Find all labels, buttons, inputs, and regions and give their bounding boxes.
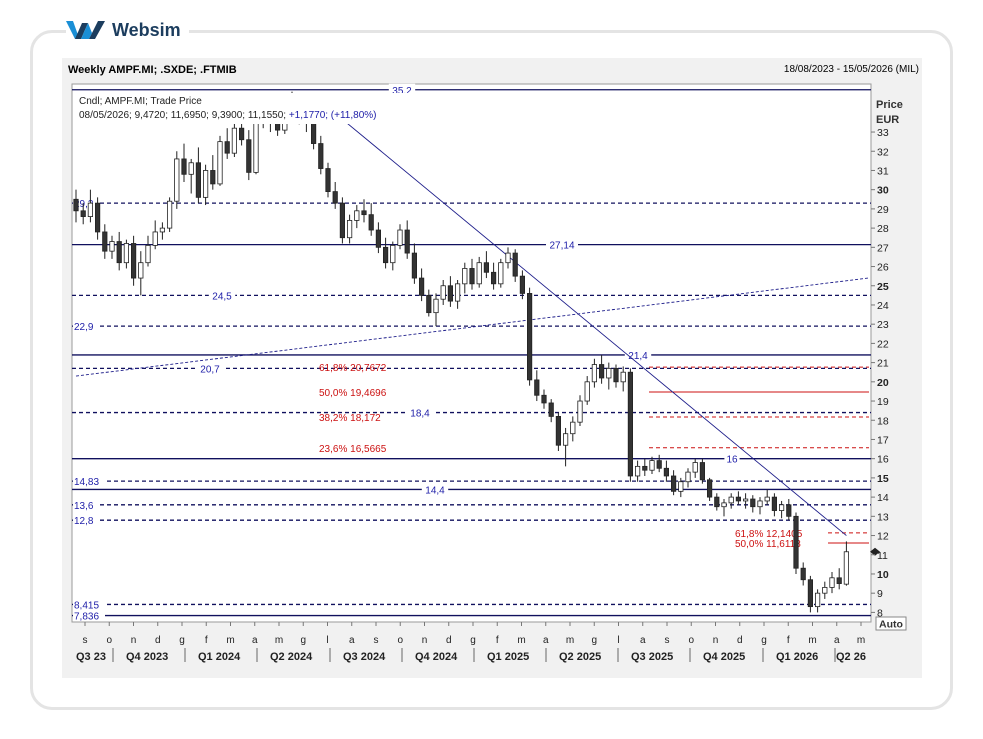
chart-title: Weekly AMPF.MI; .SXDE; .FTMIB	[68, 64, 237, 76]
websim-logo-icon	[66, 21, 105, 39]
brand-name: Websim	[112, 19, 181, 40]
chart-panel	[62, 58, 922, 678]
brand-logo[interactable]: Websim	[66, 18, 189, 42]
date-range: 18/08/2023 - 15/05/2026 (MIL)	[783, 64, 919, 75]
